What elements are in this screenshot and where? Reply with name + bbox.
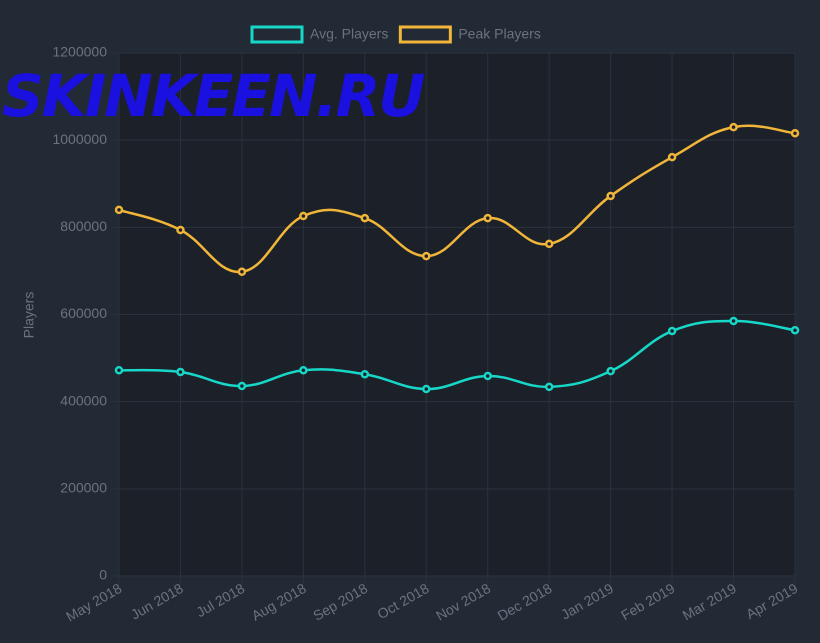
- data-point: [176, 225, 185, 235]
- y-tick-label: 1000000: [52, 131, 107, 147]
- x-tick-label: Feb 2019: [618, 580, 677, 624]
- x-tick-label: Jul 2018: [193, 580, 247, 620]
- legend-label: Peak Players: [458, 26, 540, 42]
- data-point: [544, 382, 554, 392]
- data-point: [544, 239, 554, 249]
- data-point: [606, 191, 615, 201]
- watermark: SKINKEEN.RU: [2, 62, 424, 130]
- data-point: [360, 213, 370, 223]
- data-point: [237, 381, 247, 391]
- x-tick-label: Aug 2018: [249, 580, 309, 624]
- x-tick-label: Apr 2019: [743, 580, 800, 622]
- y-tick-label: 400000: [60, 392, 107, 408]
- data-point: [729, 122, 738, 132]
- x-tick-label: Mar 2019: [680, 580, 739, 624]
- data-point: [237, 267, 247, 277]
- x-tick-label: May 2018: [63, 580, 124, 625]
- data-point: [606, 366, 615, 376]
- data-point: [667, 326, 677, 336]
- x-tick-label: Jan 2019: [558, 580, 616, 623]
- y-tick-label: 1200000: [52, 44, 107, 60]
- data-point: [360, 369, 370, 379]
- y-tick-label: 200000: [60, 480, 107, 496]
- y-tick-label: 800000: [60, 218, 107, 234]
- data-point: [667, 152, 677, 162]
- data-point: [729, 316, 738, 326]
- data-point: [299, 211, 308, 221]
- data-point: [483, 213, 492, 223]
- data-point: [422, 251, 431, 261]
- y-tick-label: 600000: [60, 305, 107, 321]
- data-point: [790, 128, 800, 138]
- y-axis-label: Players: [21, 292, 37, 339]
- data-point: [299, 366, 308, 375]
- data-point: [790, 325, 800, 335]
- data-point: [483, 371, 492, 381]
- data-point: [114, 205, 124, 215]
- legend-swatch: [398, 25, 452, 44]
- x-tick-label: Nov 2018: [433, 580, 493, 624]
- x-tick-label: Dec 2018: [495, 580, 555, 624]
- data-point: [176, 367, 185, 377]
- legend-label: Avg. Players: [310, 26, 388, 42]
- x-tick-label: Oct 2018: [374, 580, 431, 622]
- x-tick-label: Sep 2018: [310, 580, 370, 624]
- y-tick-label: 0: [99, 567, 107, 583]
- data-point: [422, 384, 431, 394]
- data-point: [114, 366, 124, 375]
- x-tick-label: Jun 2018: [128, 580, 186, 623]
- legend-swatch: [250, 25, 304, 44]
